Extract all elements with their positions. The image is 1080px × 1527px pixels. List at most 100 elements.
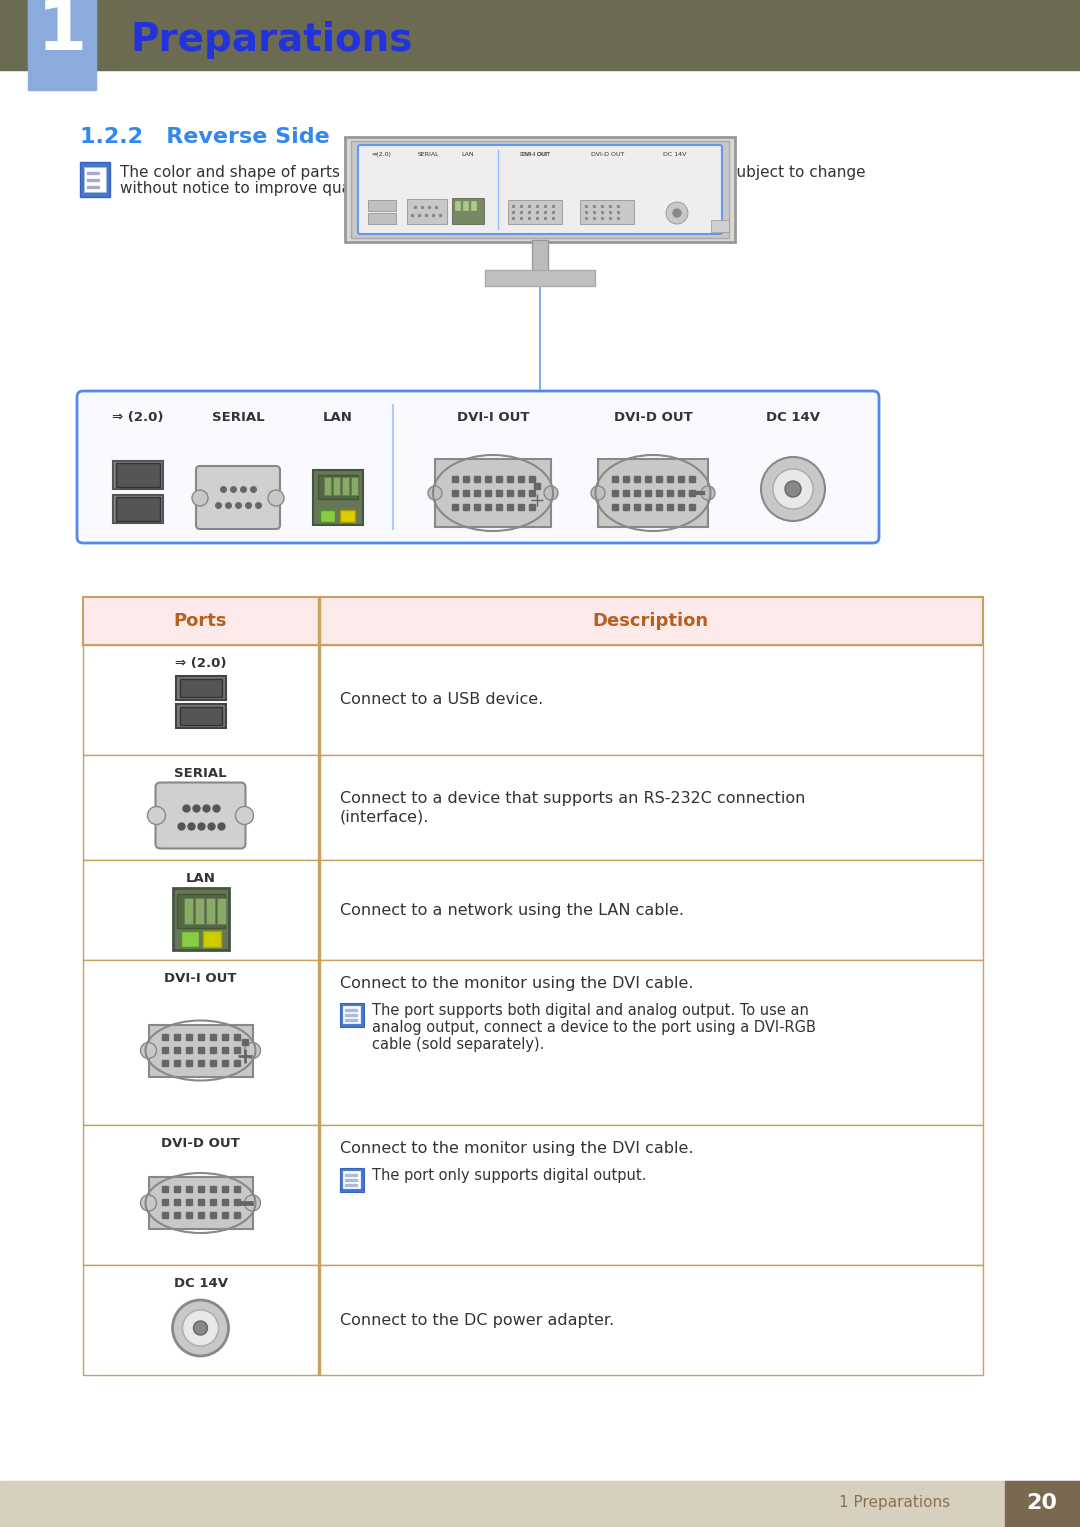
Bar [320, 510, 335, 522]
Bar [0, 0, 120, 70]
Bar [149, 1177, 253, 1229]
Text: DVI-D OUT: DVI-D OUT [613, 411, 692, 425]
Text: cable (sold separately).: cable (sold separately). [372, 1037, 544, 1052]
Bar [598, 460, 708, 527]
Bar [343, 1171, 361, 1190]
Bar [216, 898, 226, 924]
Bar [83, 597, 983, 644]
Bar [318, 644, 320, 754]
Circle shape [148, 806, 165, 825]
Bar [83, 1264, 983, 1374]
Text: DC 14V: DC 14V [663, 153, 687, 157]
FancyBboxPatch shape [357, 145, 723, 234]
Text: Connect to the DC power adapter.: Connect to the DC power adapter. [340, 1313, 615, 1327]
Circle shape [428, 486, 442, 499]
Bar [87, 186, 99, 188]
Text: Connect to the monitor using the DVI cable.: Connect to the monitor using the DVI cab… [340, 976, 693, 991]
Text: DVI-D OUT: DVI-D OUT [161, 1138, 240, 1150]
Text: The color and shape of parts may differ from what is shown. Specifications are s: The color and shape of parts may differ … [120, 165, 866, 180]
Bar [0, 0, 1080, 70]
Bar [205, 898, 215, 924]
Text: Connect to a USB device.: Connect to a USB device. [340, 693, 543, 707]
Bar [318, 1125, 320, 1264]
Circle shape [244, 1043, 260, 1058]
Bar [345, 1019, 357, 1022]
Circle shape [183, 1310, 218, 1345]
Bar [318, 860, 320, 960]
Text: 1: 1 [37, 0, 87, 64]
Bar [463, 202, 469, 211]
Bar [368, 212, 396, 224]
Circle shape [192, 490, 208, 505]
Bar [1005, 1481, 1080, 1527]
Bar [407, 199, 447, 224]
Text: Description: Description [593, 612, 708, 631]
Bar [173, 889, 229, 950]
FancyBboxPatch shape [195, 466, 280, 528]
Text: Connect to a device that supports an RS-232C connection: Connect to a device that supports an RS-… [340, 791, 806, 806]
Text: ⇒ (2.0): ⇒ (2.0) [112, 411, 164, 425]
Bar [580, 200, 634, 224]
Text: SERIAL: SERIAL [417, 153, 438, 157]
Bar [508, 200, 562, 224]
Bar [345, 1014, 357, 1015]
Bar [471, 202, 477, 211]
Bar [455, 202, 461, 211]
Text: DVI-I OUT: DVI-I OUT [522, 153, 549, 157]
Bar [184, 898, 192, 924]
Circle shape [673, 209, 681, 217]
Bar [203, 931, 220, 947]
Bar [83, 754, 983, 860]
Circle shape [761, 457, 825, 521]
Text: DVI-D OUT: DVI-D OUT [592, 153, 624, 157]
Text: SERIAL: SERIAL [212, 411, 265, 425]
Text: without notice to improve quality.: without notice to improve quality. [120, 182, 377, 197]
Bar [435, 460, 551, 527]
Bar [340, 1168, 364, 1193]
Bar [116, 463, 160, 487]
Bar [80, 162, 110, 197]
Bar [532, 240, 548, 273]
Bar [345, 1179, 357, 1180]
Bar [83, 644, 983, 754]
Text: DVI-I OUT: DVI-I OUT [164, 973, 237, 985]
Circle shape [173, 1299, 229, 1356]
Bar [343, 1006, 361, 1025]
Bar [318, 960, 320, 1125]
Bar [351, 476, 357, 495]
Circle shape [140, 1043, 157, 1058]
Text: Ports: Ports [174, 612, 227, 631]
Circle shape [773, 469, 813, 508]
Bar [83, 1125, 983, 1264]
Circle shape [244, 1196, 260, 1211]
Bar [194, 898, 203, 924]
Bar [180, 931, 199, 947]
Bar [28, 0, 96, 90]
Bar [175, 676, 226, 699]
Bar [345, 1009, 357, 1011]
Bar [342, 476, 349, 495]
Text: 1.2.2   Reverse Side: 1.2.2 Reverse Side [80, 127, 329, 147]
Bar [313, 470, 363, 525]
Text: analog output, connect a device to the port using a DVI-RGB: analog output, connect a device to the p… [372, 1020, 815, 1035]
Circle shape [140, 1196, 157, 1211]
Bar [351, 140, 729, 238]
Text: The port only supports digital output.: The port only supports digital output. [372, 1168, 646, 1183]
Bar [83, 960, 983, 1125]
Bar [0, 1481, 1080, 1527]
Circle shape [544, 486, 558, 499]
Circle shape [268, 490, 284, 505]
Bar [113, 495, 163, 524]
Text: DVI-I OUT: DVI-I OUT [457, 411, 529, 425]
Circle shape [701, 486, 715, 499]
Bar [345, 1174, 357, 1176]
Bar [368, 200, 396, 211]
Text: ⇒ (2.0): ⇒ (2.0) [175, 657, 226, 670]
Bar [318, 475, 357, 499]
Text: The port supports both digital and analog output. To use an: The port supports both digital and analo… [372, 1003, 809, 1019]
Circle shape [785, 481, 801, 496]
Bar [87, 173, 99, 174]
Text: LAN: LAN [461, 153, 474, 157]
Bar [453, 199, 484, 224]
Bar [318, 597, 320, 644]
